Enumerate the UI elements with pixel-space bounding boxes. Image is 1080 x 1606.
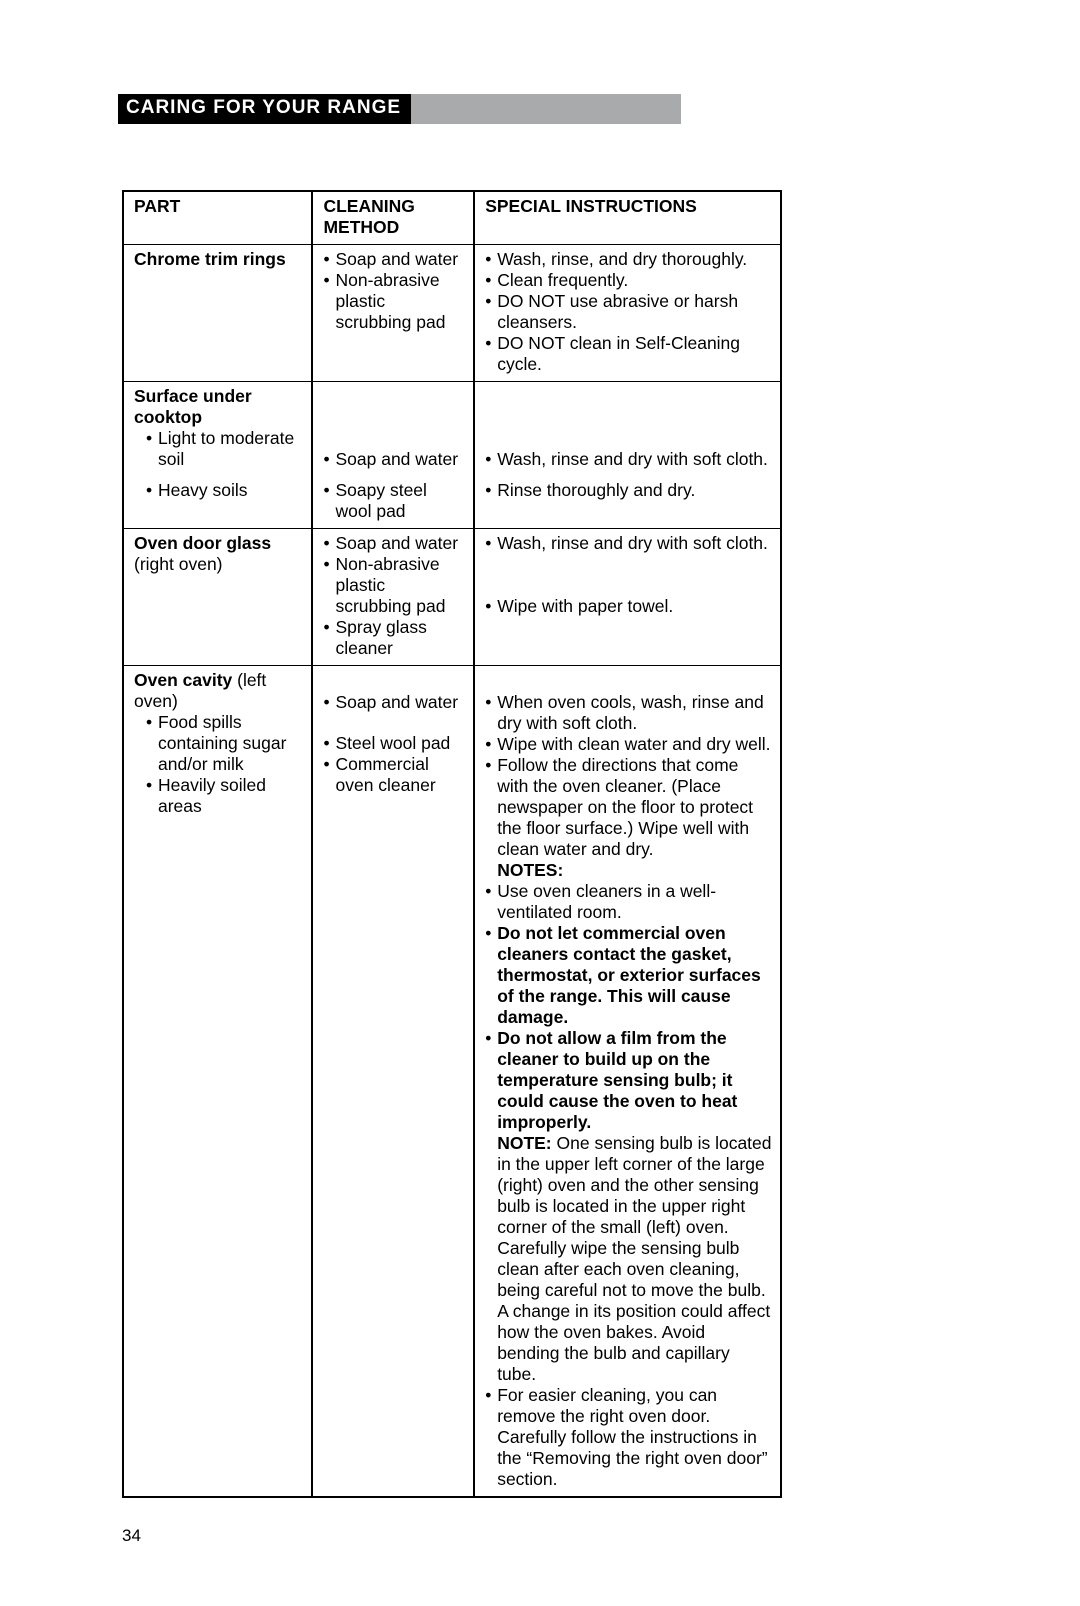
instr-item: Do not allow a film from the cleaner to … — [497, 1028, 772, 1385]
instr-list: Wash, rinse, and dry thoroughly. Clean f… — [485, 249, 772, 375]
method-item: Steel wool pad — [335, 733, 465, 754]
part-sub-item: Heavy soils — [158, 480, 303, 501]
instr-text: One sensing bulb is located in the upper… — [497, 1133, 771, 1384]
instr-item: Wipe with clean water and dry well. — [497, 734, 772, 755]
method-item: Non-abrasive plastic scrubbing pad — [335, 554, 465, 617]
method-item: Soap and water — [335, 533, 465, 554]
instr-item: DO NOT use abrasive or harsh cleansers. — [497, 291, 772, 333]
instr-item: DO NOT clean in Self-Cleaning cycle. — [497, 333, 772, 375]
table-row: Heavy soils Soapy steel wool pad Rinse t… — [123, 476, 781, 529]
instr-item: Clean frequently. — [497, 270, 772, 291]
table-row: Oven door glass (right oven) Soap and wa… — [123, 529, 781, 666]
method-list: Commercial oven cleaner — [323, 754, 465, 796]
method-item: Soap and water — [335, 692, 465, 713]
instr-list: Follow the directions that come with the… — [485, 755, 772, 1490]
instr-item: Do not let commercial oven cleaners cont… — [497, 923, 772, 1028]
method-list: Spray glass cleaner — [323, 617, 465, 659]
col-header-part: PART — [123, 191, 312, 245]
instr-item: Follow the directions that come with the… — [497, 755, 772, 881]
instr-bold: Do not allow a film from the cleaner to … — [497, 1028, 737, 1132]
document-page: CARING FOR YOUR RANGE PART CLEANING METH… — [0, 0, 1080, 1606]
instr-bold: Do not let commercial oven cleaners cont… — [497, 923, 761, 1027]
instr-list: Wipe with clean water and dry well. — [485, 734, 772, 755]
part-sub-item: Light to moderate soil — [158, 428, 303, 470]
header-gray-bar — [411, 94, 681, 124]
method-list: Steel wool pad — [323, 733, 465, 754]
instr-item: For easier cleaning, you can remove the … — [497, 1385, 772, 1490]
method-list: Soapy steel wool pad — [323, 480, 465, 522]
part-sub-list: Light to moderate soil — [134, 428, 303, 470]
method-list: Soap and water Non-abrasive plastic scru… — [323, 533, 465, 617]
section-title: CARING FOR YOUR RANGE — [118, 94, 411, 124]
instr-list: Wash, rinse and dry with soft cloth. — [485, 533, 772, 554]
part-sub-list: Heavy soils — [134, 480, 303, 501]
col-header-instr: SPECIAL INSTRUCTIONS — [474, 191, 781, 245]
instr-list: When oven cools, wash, rinse and dry wit… — [485, 692, 772, 734]
note-label: NOTE: — [497, 1133, 551, 1153]
part-name: Surface under cooktop — [134, 386, 252, 427]
part-name: Oven door glass — [134, 533, 271, 553]
notes-label: NOTES: — [497, 860, 772, 881]
instr-list: Wipe with paper towel. — [485, 596, 772, 617]
instr-list: Wash, rinse and dry with soft cloth. — [485, 449, 772, 470]
table-row: Chrome trim rings Soap and water Non-abr… — [123, 245, 781, 382]
method-item: Non-abrasive plastic scrubbing pad — [335, 270, 465, 333]
method-item: Spray glass cleaner — [335, 617, 465, 659]
method-item: Soapy steel wool pad — [335, 480, 465, 522]
instr-item: Wash, rinse and dry with soft cloth. — [497, 533, 772, 554]
instr-item: Use oven cleaners in a well-ventilated r… — [497, 881, 772, 923]
method-item: Soap and water — [335, 449, 465, 470]
instr-item: Wash, rinse and dry with soft cloth. — [497, 449, 772, 470]
part-subtext: (right oven) — [134, 554, 303, 575]
method-list: Soap and water — [323, 449, 465, 470]
part-sub-list: Food spills containing sugar and/or milk… — [134, 712, 303, 817]
instr-item: Rinse thoroughly and dry. — [497, 480, 772, 501]
method-list: Soap and water Non-abrasive plastic scru… — [323, 249, 465, 333]
cleaning-table: PART CLEANING METHOD SPECIAL INSTRUCTION… — [122, 190, 782, 1498]
instr-item: Wipe with paper towel. — [497, 596, 772, 617]
part-sub-item: Heavily soiled areas — [158, 775, 303, 817]
section-header: CARING FOR YOUR RANGE — [118, 94, 965, 124]
table-header-row: PART CLEANING METHOD SPECIAL INSTRUCTION… — [123, 191, 781, 245]
instr-item: Wash, rinse, and dry thoroughly. — [497, 249, 772, 270]
part-name: Chrome trim rings — [134, 249, 286, 269]
instr-text: Follow the directions that come with the… — [497, 755, 753, 859]
table-row: Surface under cooktop Light to moderate … — [123, 382, 781, 477]
part-name: Oven cavity — [134, 670, 232, 690]
col-header-method: CLEANING METHOD — [312, 191, 474, 245]
method-item: Commercial oven cleaner — [335, 754, 465, 796]
instr-item: When oven cools, wash, rinse and dry wit… — [497, 692, 772, 734]
method-item: Soap and water — [335, 249, 465, 270]
table-row: Oven cavity (left oven) Food spills cont… — [123, 666, 781, 1498]
part-sub-item: Food spills containing sugar and/or milk — [158, 712, 303, 775]
page-number: 34 — [122, 1526, 965, 1546]
method-list: Soap and water — [323, 692, 465, 713]
instr-list: Rinse thoroughly and dry. — [485, 480, 772, 501]
